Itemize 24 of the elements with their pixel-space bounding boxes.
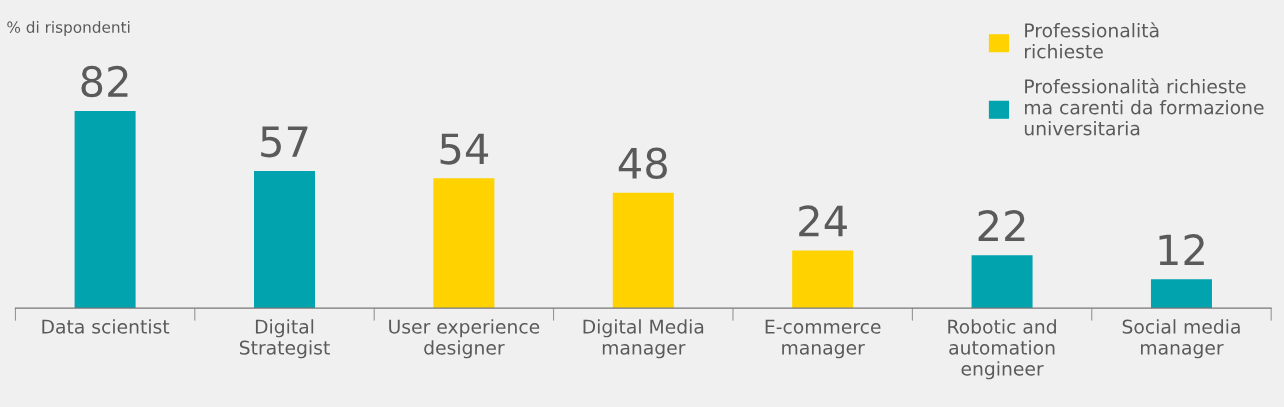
x-tick-label: Social media manager <box>1122 319 1240 359</box>
bar <box>433 178 495 309</box>
bar <box>1150 279 1212 309</box>
data-label: 24 <box>799 205 847 237</box>
legend-label: Professionalità richieste ma carenti da formazione universitaria <box>1024 78 1264 136</box>
bar <box>612 192 674 309</box>
data-label: 54 <box>440 133 489 165</box>
x-tick-label: Robotic and automation engineer <box>948 319 1056 380</box>
x-tick-label: User experience designer <box>389 319 540 359</box>
data-label: 82 <box>81 65 128 98</box>
x-tick-label: Digital Media manager <box>583 319 704 359</box>
bar <box>792 250 854 309</box>
data-label: 48 <box>618 147 667 180</box>
bar <box>971 255 1033 309</box>
legend-label: Professionalità richieste <box>1025 22 1159 59</box>
data-label: 57 <box>261 126 308 158</box>
x-tick-label: Digital Strategist <box>239 319 330 359</box>
x-tick-label: E-commerce manager <box>765 319 881 359</box>
data-label: 22 <box>978 210 1025 241</box>
data-label: 12 <box>1159 234 1204 266</box>
y-axis-title: % di rispondenti <box>7 21 130 36</box>
bar <box>254 171 315 309</box>
x-tick-label: Data scientist <box>42 319 170 334</box>
bar <box>74 110 136 309</box>
